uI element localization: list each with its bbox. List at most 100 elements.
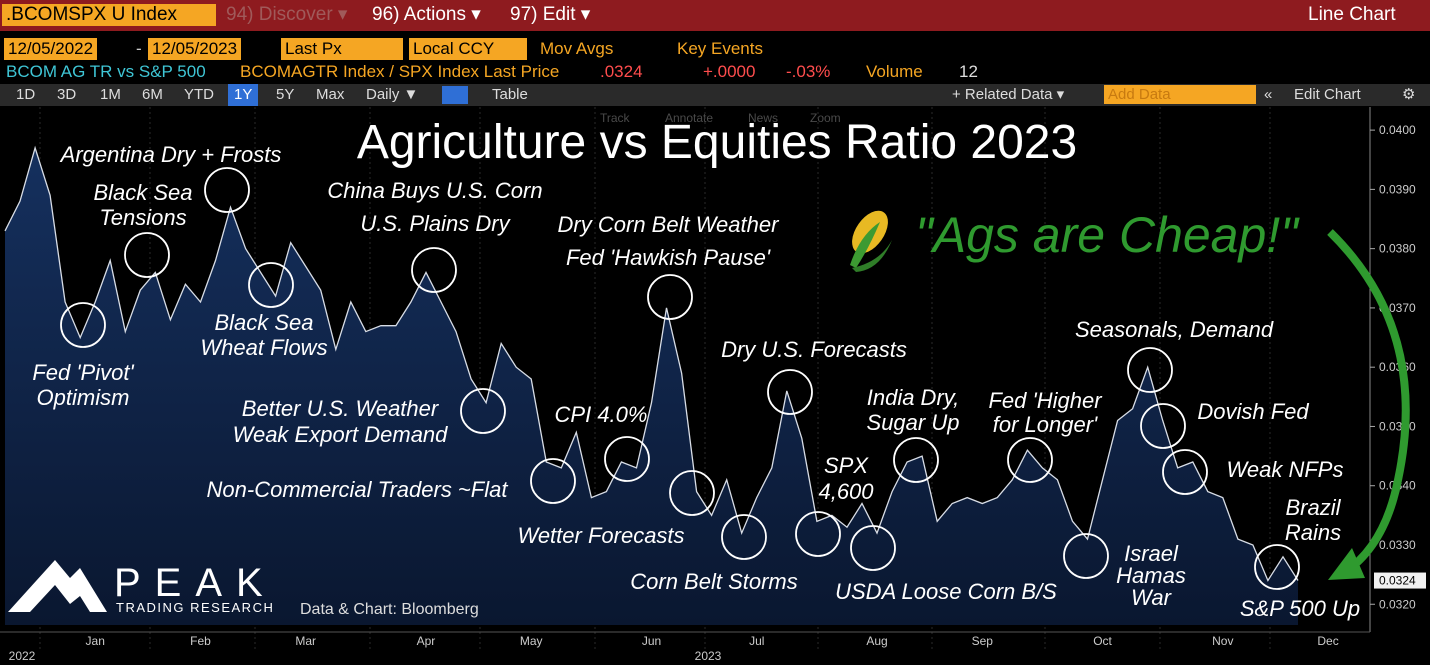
range-button[interactable]: 5Y [276, 86, 295, 103]
arrowhead [1328, 548, 1365, 580]
chart: Track Annotate News Zoom0.03200.03300.03400… [0, 107, 1426, 663]
x-tick-label: Apr [417, 634, 436, 648]
x-tick-label: Jun [642, 634, 661, 648]
annotation-circle [795, 511, 841, 557]
security-name: BCOM AG TR vs S&P 500 [6, 62, 206, 81]
annotation-circle [893, 437, 939, 483]
annotation-circle [1063, 533, 1109, 579]
annotation-circle [721, 514, 767, 560]
range-button[interactable]: 1M [100, 86, 121, 103]
end-date[interactable]: 12/05/2023 [148, 38, 242, 60]
change-pct: -.03% [786, 62, 831, 81]
y-tick-label: 0.0390 [1379, 182, 1416, 196]
annotation-circle [850, 525, 896, 571]
annotation: Corn Belt Storms [630, 569, 798, 594]
annotation: Non-Commercial Traders ~Flat [207, 477, 509, 502]
logo-mountain [8, 560, 107, 612]
volume-label: Volume [866, 62, 923, 81]
annotation: China Buys U.S. Corn [327, 178, 542, 203]
start-date[interactable]: 12/05/2022 [4, 38, 98, 60]
related-data[interactable]: + Related Data ▾ [952, 86, 1065, 103]
x-tick-label: Dec [1317, 634, 1338, 648]
ticker-input[interactable]: .BCOMSPX U Index [2, 4, 216, 26]
annotation-circle [248, 262, 294, 308]
chart-title: Agriculture vs Equities Ratio 2023 [357, 116, 1077, 169]
annotation: S&P 500 Up [1240, 596, 1360, 621]
option[interactable]: Mov Avgs [540, 39, 614, 58]
menu-item[interactable]: 96) Actions ▾ [372, 4, 481, 25]
annotation-circle [647, 274, 693, 320]
range-button[interactable]: 1D [16, 86, 36, 103]
chart-icon[interactable] [442, 86, 468, 104]
command-bar [0, 0, 1430, 31]
x-tick-label: Mar [295, 634, 316, 648]
annotation: Hamas [1116, 563, 1186, 588]
range-button[interactable]: 6M [142, 86, 163, 103]
annotation: Black Sea [214, 310, 313, 335]
annotation: SPX [824, 453, 869, 478]
range-button[interactable]: 3D [57, 86, 77, 103]
annotation: Tensions [99, 205, 186, 230]
x-tick-label: Nov [1212, 634, 1233, 648]
annotation-circle [767, 369, 813, 415]
annotation: Brazil [1285, 495, 1341, 520]
menu-item[interactable]: 97) Edit ▾ [510, 4, 591, 25]
add-data-input[interactable]: Add Data [1104, 85, 1256, 104]
annotation: Dovish Fed [1197, 399, 1309, 424]
frequency-select[interactable]: Daily ▼ [366, 86, 419, 103]
annotation: Argentina Dry + Frosts [59, 142, 282, 167]
annotation-circle [124, 232, 170, 278]
edit-chart[interactable]: Edit Chart [1294, 86, 1361, 103]
logo-name: PEAK [114, 561, 277, 605]
annotation: CPI 4.0% [555, 402, 648, 427]
annotation-circle [1140, 403, 1186, 449]
range-button[interactable]: Max [316, 86, 345, 103]
x-tick-label: Oct [1093, 634, 1112, 648]
table-button[interactable]: Table [492, 86, 528, 103]
y-tick-label: 0.0400 [1379, 123, 1416, 137]
line [4, 145, 1299, 582]
menu-item[interactable]: 94) Discover ▾ [226, 4, 348, 25]
annotation-circle [669, 470, 715, 516]
option[interactable]: Key Events [677, 39, 763, 58]
y-tick-label: 0.0330 [1379, 538, 1416, 552]
x-tick-label: Aug [866, 634, 887, 648]
annotation-circle [411, 247, 457, 293]
field-select[interactable]: Last Px [281, 38, 403, 60]
corn-leaf [852, 240, 892, 272]
annotation: Wetter Forecasts [517, 523, 684, 548]
annotation: Optimism [37, 385, 130, 410]
chart-tool: News [748, 111, 778, 125]
annotation: 4,600 [818, 479, 874, 504]
source-note: Data & Chart: Bloomberg [300, 601, 479, 618]
currency-select[interactable]: Local CCY [409, 38, 527, 60]
annotation-circle [60, 302, 106, 348]
annotation-circle [204, 167, 250, 213]
annotation: Better U.S. Weather [242, 396, 440, 421]
description: BCOMAGTR Index / SPX Index Last Price [240, 62, 560, 81]
area-fill [5, 147, 1298, 625]
y-tick-label: 0.0380 [1379, 242, 1416, 256]
annotation-circle [460, 388, 506, 434]
year-label: 2023 [695, 649, 722, 663]
annotation: Dry Corn Belt Weather [558, 212, 781, 237]
range-button[interactable]: YTD [184, 86, 214, 103]
annotation: U.S. Plains Dry [360, 211, 511, 236]
annotation: Israel [1124, 541, 1179, 566]
annotation-circle [1254, 544, 1300, 590]
x-tick-label: Sep [972, 634, 994, 648]
annotation: Fed 'Higher [988, 388, 1103, 413]
callout-arrow [1327, 229, 1410, 576]
x-tick-label: Feb [190, 634, 211, 648]
last-price: .0324 [600, 62, 643, 81]
range-button-active[interactable]: 1Y [228, 84, 259, 106]
annotation-circle [1162, 449, 1208, 495]
year-label: 2022 [9, 649, 36, 663]
annotation: War [1131, 585, 1173, 610]
logo-tagline: TRADING RESEARCH [116, 600, 274, 615]
annotation: for Longer' [993, 412, 1098, 437]
volume: 12 [959, 62, 978, 81]
annotation: Seasonals, Demand [1075, 317, 1274, 342]
annotation: Fed 'Pivot' [32, 360, 134, 385]
range-bar [0, 84, 1430, 106]
